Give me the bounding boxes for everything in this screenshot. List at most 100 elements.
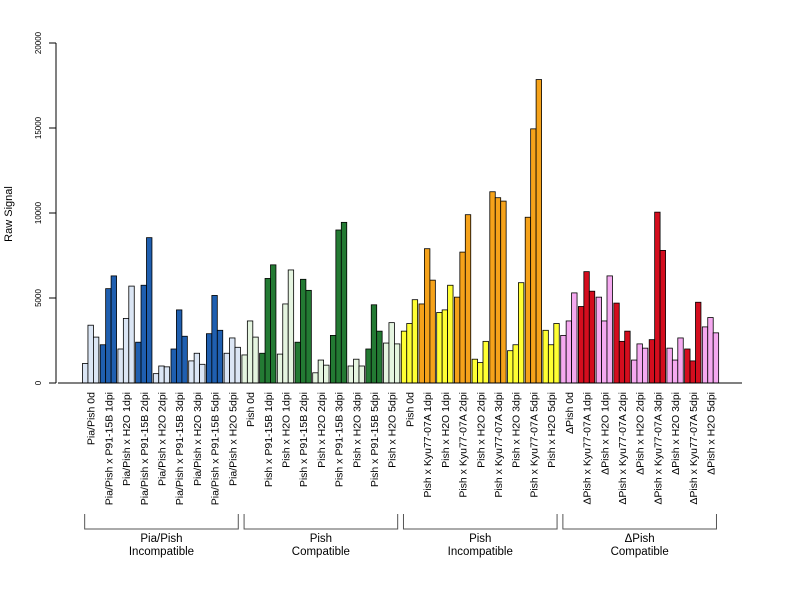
bar: [583, 271, 590, 384]
y-tick-label: 20000: [34, 31, 43, 54]
bar: [252, 336, 259, 384]
bar: [684, 348, 691, 384]
x-tick-label: ΔPish x Kyu77-07A 2dpi: [617, 392, 629, 505]
bar: [340, 221, 348, 384]
bar: [613, 302, 620, 384]
group-label-line: Incompatible: [448, 546, 513, 558]
x-tick-label: Pia/Pish x P91-15B 1dpi: [103, 392, 115, 505]
bar: [270, 264, 277, 384]
x-tick-label: Pia/Pish x H2O 5dpi: [227, 392, 239, 486]
bar: [429, 279, 436, 384]
group-label-line: ΔPish: [625, 533, 655, 545]
x-tick-label: ΔPish 0d: [564, 392, 576, 434]
bar: [671, 359, 679, 384]
x-tick-label: Pish x P91-15B 5dpi: [369, 392, 381, 487]
bar: [117, 348, 124, 384]
bar: [181, 335, 188, 384]
bar: [158, 365, 165, 384]
bar: [489, 191, 496, 384]
bar: [418, 303, 425, 384]
bar: [282, 303, 289, 384]
bar: [329, 334, 337, 384]
bar: [436, 312, 443, 384]
bar: [128, 285, 135, 384]
bar: [353, 358, 360, 384]
bar: [707, 317, 714, 384]
bar: [146, 237, 153, 384]
bar: [82, 363, 89, 384]
bar: [393, 343, 401, 384]
x-tick-label: Pish x P91-15B 1dpi: [263, 392, 275, 487]
bar: [618, 340, 626, 384]
group-label-line: Pish: [310, 533, 332, 545]
x-tick-label: ΔPish x H2O 2dpi: [635, 392, 647, 475]
y-axis-label: Raw Signal: [3, 186, 15, 242]
bar: [241, 354, 248, 384]
x-tick-label: Pish x H2O 5dpi: [387, 392, 399, 468]
bar: [624, 330, 631, 384]
bar: [205, 333, 213, 384]
bar: [347, 365, 354, 384]
bar: [193, 352, 200, 384]
x-tick-label: Pish 0d: [404, 392, 416, 427]
bar: [588, 290, 596, 384]
bar: [140, 284, 147, 384]
bar: [211, 295, 218, 384]
bar: [163, 366, 171, 384]
bar: [560, 334, 567, 384]
bar: [305, 289, 312, 384]
bar: [578, 306, 585, 384]
group-label-line: Compatible: [292, 546, 350, 558]
group-label: ΔPish Compatible: [611, 533, 669, 558]
y-tick-label: 5000: [34, 289, 43, 307]
bar: [424, 248, 431, 384]
y-axis: 0 5000 10000 15000 20000: [34, 31, 57, 385]
bar: [654, 211, 661, 384]
group-label: Pish Compatible: [292, 533, 350, 558]
x-tick-label: Pish x H2O 1dpi: [440, 392, 452, 468]
bar: [122, 317, 130, 384]
x-tick-label: ΔPish x H2O 5dpi: [705, 392, 717, 475]
x-tick-label: Pish x Kyu77-07A 5dpi: [528, 392, 540, 498]
x-tick-label: ΔPish x H2O 3dpi: [670, 392, 682, 475]
x-tick-label: Pia/Pish 0d: [86, 392, 98, 445]
group-label: Pia/Pish Incompatible: [129, 533, 194, 558]
bar: [500, 200, 507, 384]
bar: [482, 340, 489, 384]
x-tick-label: Pish x H2O 2dpi: [316, 392, 328, 468]
x-tick-label: Pish x H2O 3dpi: [351, 392, 363, 468]
x-tick-label: Pia/Pish x P91-15B 2dpi: [139, 392, 151, 505]
bar: [110, 275, 117, 384]
bar: [642, 347, 649, 384]
bar: [571, 292, 578, 384]
bar: [677, 337, 684, 384]
bar: [666, 347, 673, 384]
bar: [471, 358, 478, 384]
x-tick-label: Pia/Pish x H2O 3dpi: [192, 392, 204, 486]
bar: [264, 278, 271, 384]
x-tick-label: ΔPish x Kyu77-07A 5dpi: [688, 392, 700, 505]
bar: [335, 229, 342, 384]
bar: [547, 344, 555, 384]
x-tick-label: Pish x H2O 3dpi: [511, 392, 523, 468]
group-label-line: Pia/Pish: [140, 533, 182, 545]
x-tick-label: Pish x Kyu77-07A 2dpi: [458, 392, 470, 498]
bar: [689, 360, 696, 384]
x-tick-label: Pia/Pish x P91-15B 3dpi: [174, 392, 186, 505]
bar: [259, 352, 266, 384]
group-bracket: [402, 514, 558, 530]
bar: [606, 275, 613, 384]
bar: [712, 332, 720, 384]
group-bracket: [243, 514, 399, 530]
x-tick-label: Pia/Pish x P91-15B 5dpi: [210, 392, 222, 505]
bar: [695, 301, 702, 384]
bar: [135, 341, 142, 384]
bar: [441, 309, 448, 384]
x-tick-label: Pish x P91-15B 3dpi: [334, 392, 346, 487]
bar: [87, 324, 94, 384]
bar: [542, 329, 549, 384]
bar: [170, 348, 177, 384]
bar: [636, 343, 643, 384]
bar: [312, 372, 319, 384]
